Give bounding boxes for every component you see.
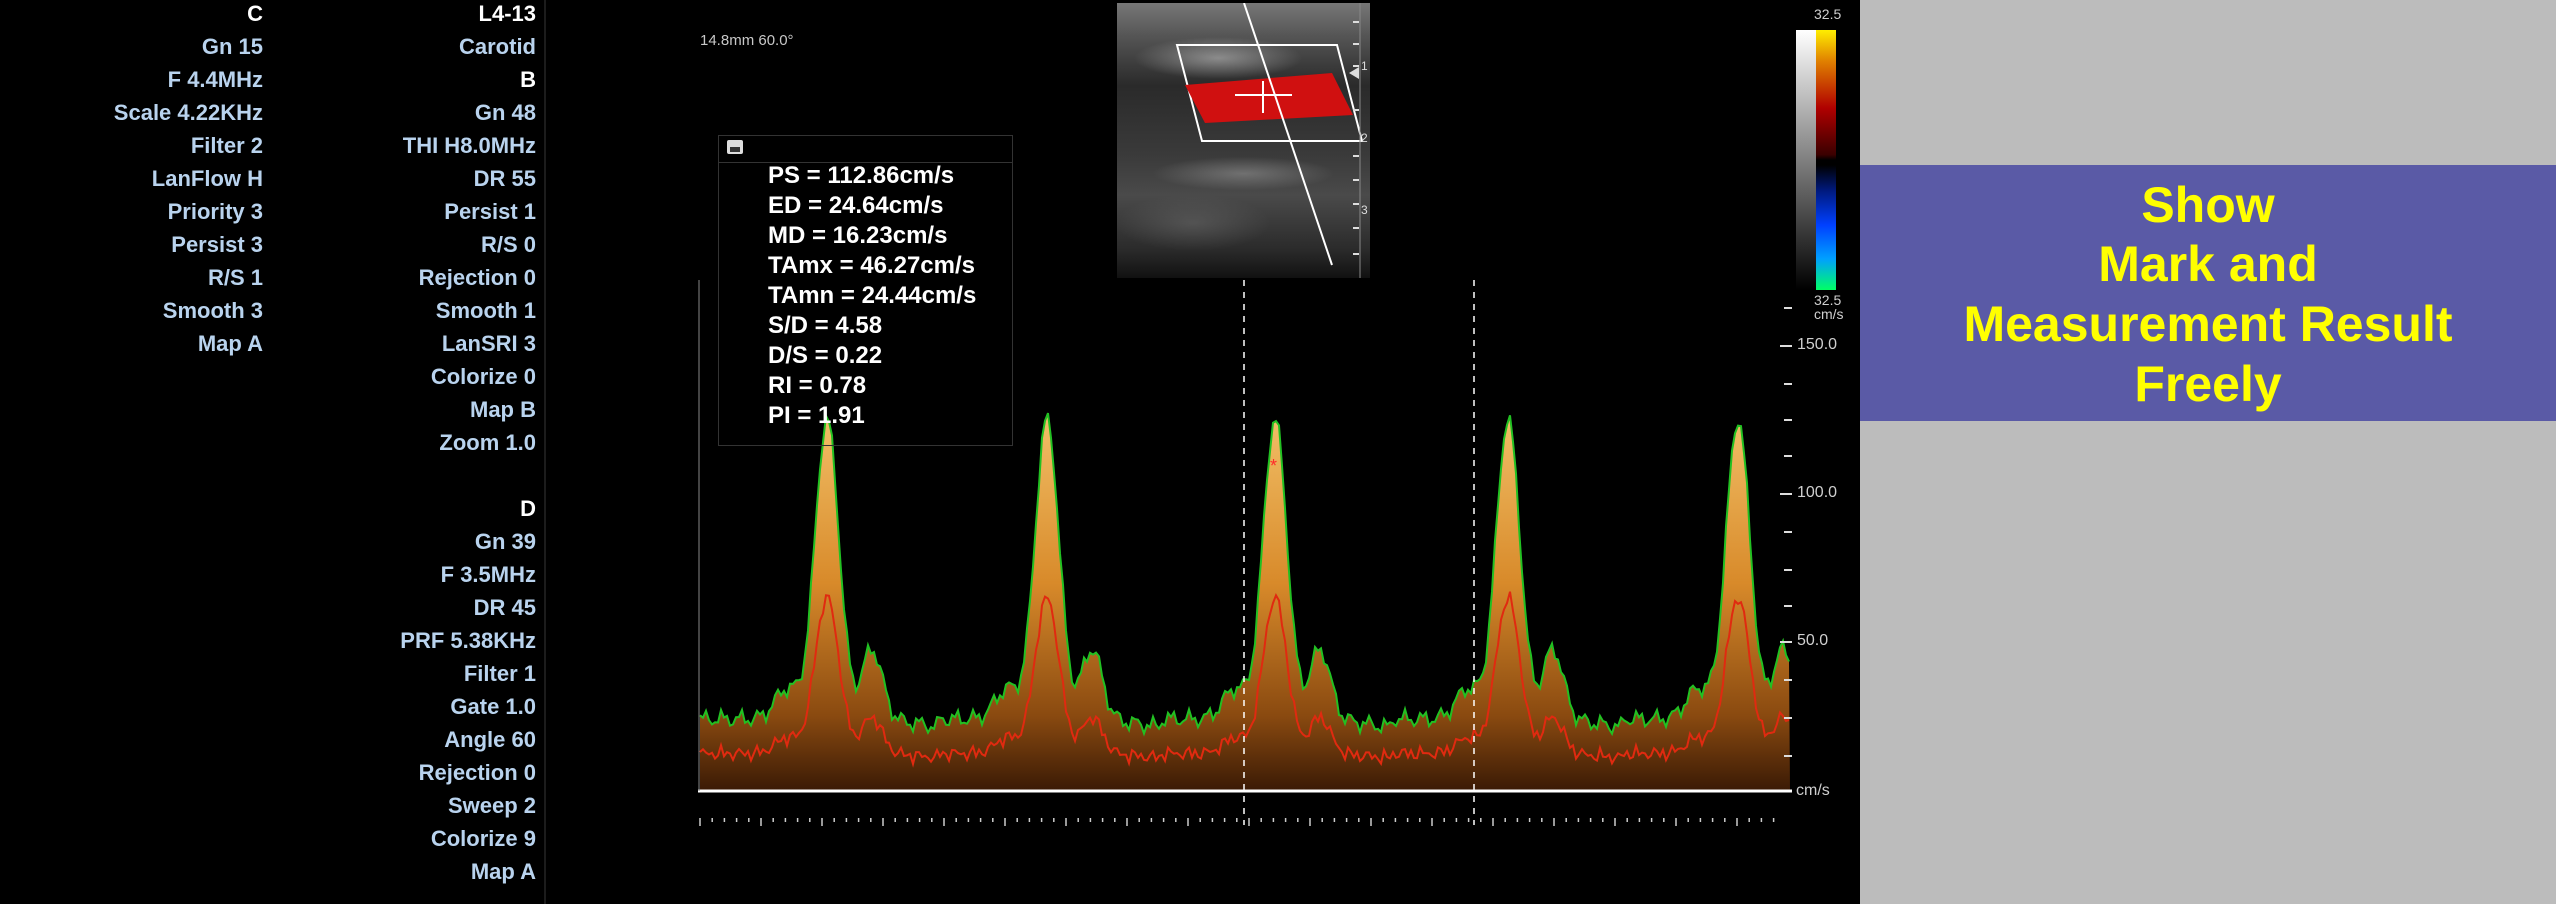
bmode-header: B (520, 67, 536, 92)
param-color-persist: Persist 3 (171, 232, 263, 257)
measurement-ps: PS = 112.86cm/s (768, 162, 955, 189)
param-b-rejection: Rejection 0 (418, 265, 536, 290)
time-axis-ticks (699, 818, 1775, 826)
doppler-spectrum[interactable]: * (0, 0, 1860, 904)
param-b-persist: Persist 1 (444, 199, 536, 224)
banner-line-3: Measurement Result (1963, 296, 2453, 352)
param-sweep: Sweep 2 (447, 793, 536, 818)
save-icon[interactable] (727, 140, 743, 154)
param-d-rejection: Rejection 0 (418, 760, 536, 785)
param-d-dr: DR 45 (473, 595, 536, 620)
measurement-pi: PI = 1.91 (768, 402, 865, 429)
color-scale-top-label: 32.5 (1814, 6, 1842, 22)
param-b-rs: R/S 0 (480, 232, 536, 257)
param-color-map: Map A (197, 331, 263, 356)
measurement-tamn: TAmn = 24.44cm/s (768, 282, 977, 309)
param-d-map: Map A (470, 859, 536, 884)
param-b-colorize: Colorize 0 (430, 364, 536, 389)
color-map-bar (1816, 30, 1836, 290)
exam-preset: Carotid (459, 34, 536, 59)
param-d-gain: Gn 39 (474, 529, 536, 554)
param-color-scale: Scale 4.22KHz (113, 100, 263, 125)
measurement-ri: RI = 0.78 (768, 372, 867, 399)
color-box[interactable] (1175, 44, 1364, 142)
param-prf: PRF 5.38KHz (400, 628, 536, 653)
param-priority: Priority 3 (167, 199, 263, 224)
bmode-depth-mark-3: 3 (1361, 203, 1368, 217)
color-mode-header: C (247, 1, 263, 26)
bmode-depth-mark-2: 2 (1361, 131, 1368, 145)
param-d-frequency: F 3.5MHz (440, 562, 536, 587)
param-b-smooth: Smooth 1 (435, 298, 536, 323)
param-color-frequency: F 4.4MHz (167, 67, 263, 92)
right-info-panel (1860, 0, 2556, 904)
param-lanflow: LanFlow H (151, 166, 263, 191)
measurement-box-header (719, 136, 1012, 163)
param-d-filter: Filter 1 (463, 661, 536, 686)
peak-marker-icon[interactable]: * (1270, 456, 1277, 476)
param-b-gain: Gn 48 (474, 100, 536, 125)
doppler-header: D (520, 496, 536, 521)
probe-name: L4-13 (478, 1, 536, 26)
banner-line-1: Show (2141, 177, 2275, 233)
param-angle: Angle 60 (444, 727, 536, 752)
color-flow-region (1185, 73, 1353, 123)
param-gate: Gate 1.0 (450, 694, 536, 719)
velocity-unit-label: cm/s (1796, 782, 1830, 799)
measurement-ed: ED = 24.64cm/s (768, 192, 944, 219)
bmode-depth-mark-1: 1 (1361, 59, 1368, 73)
param-zoom: Zoom 1.0 (439, 430, 536, 455)
measurement-sd: S/D = 4.58 (768, 312, 883, 339)
bmode-image[interactable]: 1 2 3 (1117, 3, 1370, 278)
banner-line-4: Freely (2134, 356, 2282, 412)
param-color-filter: Filter 2 (190, 133, 263, 158)
measurement-md: MD = 16.23cm/s (768, 222, 948, 249)
color-scale-unit-label: cm/s (1814, 306, 1844, 322)
panel-divider (544, 0, 546, 904)
param-d-colorize: Colorize 9 (430, 826, 536, 851)
measurement-result-box[interactable] (718, 135, 1013, 446)
velocity-label-50: 50.0 (1797, 632, 1829, 649)
feature-banner (1860, 165, 2556, 421)
velocity-scale-ticks (1780, 307, 1792, 757)
param-thi: THI H8.0MHz (402, 133, 536, 158)
mean-velocity-trace (699, 591, 1790, 768)
velocity-label-100: 100.0 (1797, 484, 1838, 501)
banner-line-2: Mark and (2098, 236, 2318, 292)
param-color-gain: Gn 15 (201, 34, 263, 59)
doppler-cursor-line[interactable] (1243, 3, 1333, 266)
measurement-tamx: TAmx = 46.27cm/s (768, 252, 976, 279)
depth-angle-readout: 14.8mm 60.0° (700, 32, 794, 49)
focus-marker-icon (1349, 67, 1359, 79)
measurement-ds: D/S = 0.22 (768, 342, 883, 369)
velocity-label-150: 150.0 (1797, 336, 1838, 353)
param-color-rs: R/S 1 (207, 265, 263, 290)
param-b-dr: DR 55 (473, 166, 536, 191)
param-lansri: LanSRI 3 (441, 331, 536, 356)
param-color-smooth: Smooth 3 (162, 298, 263, 323)
gray-map-bar (1796, 30, 1816, 290)
color-velocity-bar (1796, 30, 1836, 290)
param-b-map: Map B (470, 397, 536, 422)
color-scale-bottom-label: 32.5 (1814, 292, 1842, 308)
